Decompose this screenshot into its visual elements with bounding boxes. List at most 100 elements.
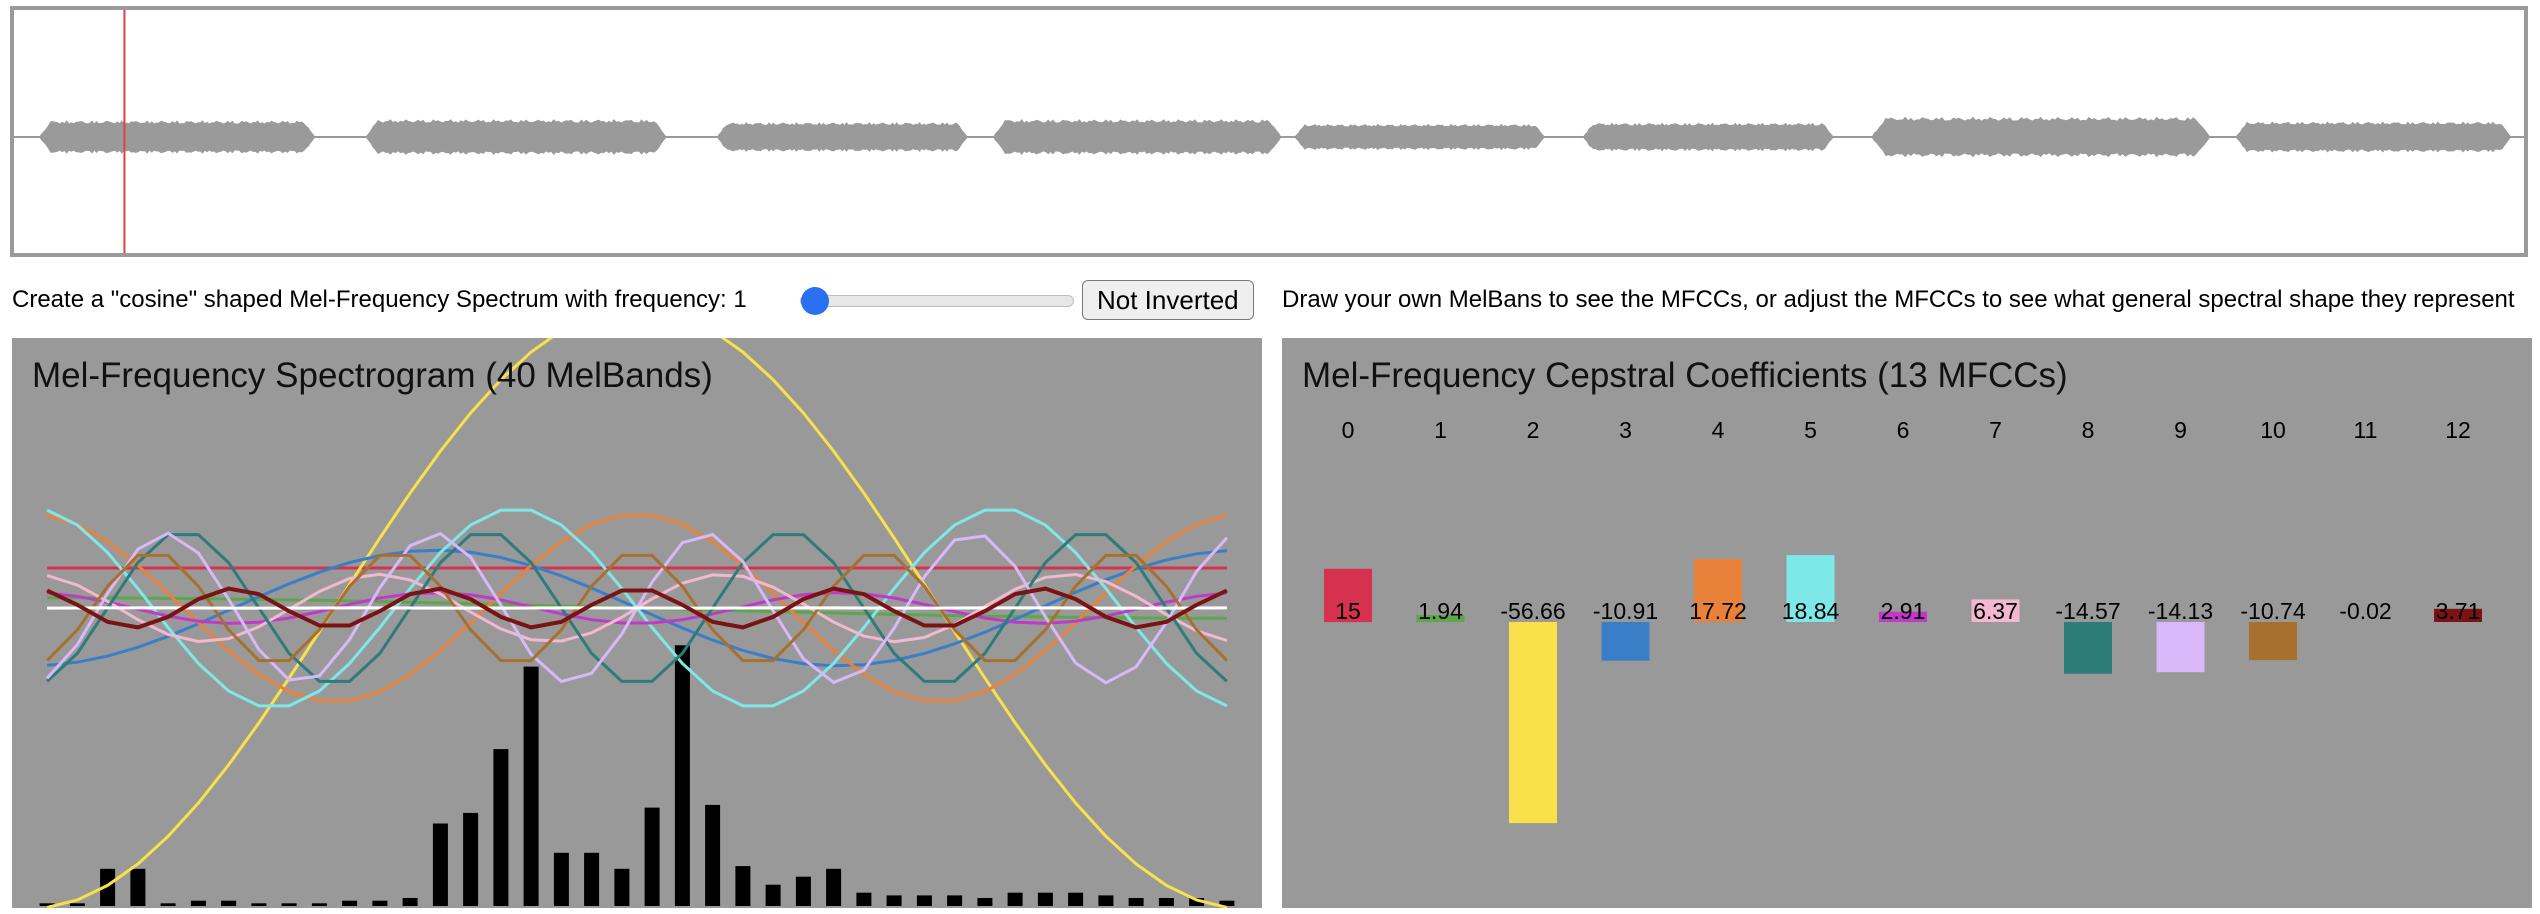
mfcc-value-label[interactable]: -56.66 <box>1500 598 1565 624</box>
waveform-segment[interactable] <box>1294 123 1546 151</box>
mel-band-bar[interactable] <box>493 749 509 906</box>
mel-band-bar[interactable] <box>735 866 751 906</box>
mfcc-index-label: 6 <box>1897 417 1910 443</box>
mfcc-index-label: 10 <box>2260 417 2286 443</box>
waveform-segment[interactable] <box>39 120 316 154</box>
waveform-segment[interactable] <box>1582 122 1834 152</box>
mel-band-bar[interactable] <box>644 807 660 906</box>
mfcc-index-label: 1 <box>1434 417 1447 443</box>
mel-band-bar[interactable] <box>674 645 690 906</box>
mel-band-bar[interactable] <box>1007 892 1023 906</box>
mel-band-bar[interactable] <box>947 895 963 906</box>
mel-band-bar[interactable] <box>372 900 388 906</box>
mfcc-panel-title: Mel-Frequency Cepstral Coefficients (13 … <box>1302 356 2068 395</box>
mfcc-index-label: 4 <box>1712 417 1725 443</box>
mfcc-index-label: 5 <box>1804 417 1817 443</box>
mel-spectrogram-panel[interactable]: Mel-Frequency Spectrogram (40 MelBands) <box>12 338 1262 908</box>
mfcc-bar[interactable] <box>2156 622 2205 673</box>
mel-band-bar[interactable] <box>553 852 569 906</box>
mfcc-panel[interactable]: 0 15 1 1.94 2 -56.66 3 -10.91 4 17.72 5 18.84 6 2.91 7… <box>1282 338 2532 908</box>
mfcc-value-label[interactable]: -14.57 <box>2055 598 2120 624</box>
mfcc-bar[interactable] <box>1324 568 1372 623</box>
mfcc-basis-curve-8 <box>46 533 1228 683</box>
mel-band-bar[interactable] <box>190 900 206 906</box>
mfcc-value-label[interactable]: -0.02 <box>2339 598 2391 624</box>
controls-row: Create a "cosine" shaped Mel-Frequency S… <box>12 280 2532 320</box>
mel-band-bar[interactable] <box>1219 900 1235 906</box>
mfcc-bar[interactable] <box>1509 622 1557 824</box>
mel-band-bar[interactable] <box>69 903 85 906</box>
mel-band-bar[interactable] <box>130 868 146 906</box>
mfcc-index-label: 8 <box>2082 417 2095 443</box>
mel-band-bar[interactable] <box>916 895 932 906</box>
mfcc-bar[interactable] <box>1601 622 1650 661</box>
mfcc-bar[interactable] <box>1786 555 1835 622</box>
mel-band-bar[interactable] <box>765 884 781 906</box>
mel-band-bar[interactable] <box>584 852 600 906</box>
mfcc-bar[interactable] <box>2249 622 2297 661</box>
mel-panel-title: Mel-Frequency Spectrogram (40 MelBands) <box>32 356 713 395</box>
mel-band-bar[interactable] <box>856 892 872 906</box>
mel-band-bar[interactable] <box>39 903 55 906</box>
cosine-frequency-label: Create a "cosine" shaped Mel-Frequency S… <box>12 286 747 313</box>
mel-band-bar[interactable] <box>463 812 479 906</box>
mfcc-bar[interactable] <box>1879 611 1927 622</box>
mfcc-bar[interactable] <box>2064 622 2112 674</box>
mel-band-bar[interactable] <box>402 898 418 906</box>
mel-band-bar[interactable] <box>342 900 358 906</box>
frequency-slider[interactable] <box>800 288 1074 314</box>
waveform-segment[interactable] <box>1871 116 2211 158</box>
mfcc-index-label: 9 <box>2174 417 2187 443</box>
mfcc-value-label[interactable]: -14.13 <box>2148 598 2213 624</box>
mfcc-index-label: 12 <box>2445 417 2471 443</box>
mfcc-bar[interactable] <box>2434 608 2482 622</box>
mfcc-value-label[interactable]: -10.91 <box>1593 598 1658 624</box>
mfcc-bar[interactable] <box>1971 599 2020 622</box>
mfcc-value-label[interactable]: 15 <box>1335 598 1361 624</box>
mfcc-index-label: 7 <box>1989 417 2002 443</box>
mel-band-bar[interactable] <box>432 823 448 907</box>
waveform-segment[interactable] <box>365 119 667 155</box>
mel-band-bar[interactable] <box>311 903 327 906</box>
mel-band-bar[interactable] <box>1068 892 1084 906</box>
mfcc-value-label[interactable]: 3.71 <box>2436 598 2481 624</box>
mfcc-value-label[interactable]: 17.72 <box>1689 598 1747 624</box>
mel-band-bar[interactable] <box>795 876 811 906</box>
waveform-segment[interactable] <box>2235 121 2512 153</box>
mel-band-bar[interactable] <box>826 868 842 906</box>
waveform-segment[interactable] <box>716 122 968 152</box>
mfcc-basis-curve-10 <box>46 553 1228 663</box>
mel-band-bar[interactable] <box>160 903 176 906</box>
waveform-svg[interactable] <box>14 10 2524 253</box>
mfcc-bar[interactable] <box>1416 615 1465 622</box>
mfcc-value-label[interactable]: 2.91 <box>1881 598 1926 624</box>
mel-band-bar[interactable] <box>1098 895 1114 906</box>
invert-toggle-button[interactable]: Not Inverted <box>1082 280 1254 320</box>
waveform-segment[interactable] <box>992 119 1282 155</box>
mel-band-bar[interactable] <box>1037 892 1053 906</box>
mfcc-index-label: 0 <box>1342 417 1355 443</box>
mel-spectrogram-canvas[interactable] <box>12 338 1262 908</box>
mel-band-bar[interactable] <box>100 868 116 906</box>
mfcc-index-label: 2 <box>1527 417 1540 443</box>
mfcc-basis-curve-12 <box>46 586 1228 630</box>
mel-band-bar[interactable] <box>221 900 237 906</box>
mfcc-value-label[interactable]: 6.37 <box>1973 598 2018 624</box>
mel-band-bar[interactable] <box>251 903 267 906</box>
mel-band-bar[interactable] <box>886 895 902 906</box>
mel-band-bar[interactable] <box>1128 898 1144 906</box>
mel-band-bar[interactable] <box>1189 898 1205 906</box>
mel-band-bar[interactable] <box>523 666 539 906</box>
mel-band-bar[interactable] <box>281 903 297 906</box>
mel-band-bar[interactable] <box>1158 898 1174 906</box>
mfcc-value-label[interactable]: 1.94 <box>1418 598 1463 624</box>
mfcc-canvas[interactable]: 0 15 1 1.94 2 -56.66 3 -10.91 4 17.72 5 18.84 6 2.91 7… <box>1282 338 2532 908</box>
waveform-panel[interactable] <box>10 6 2528 257</box>
mel-band-bar[interactable] <box>705 804 721 906</box>
mel-band-bar[interactable] <box>614 868 630 906</box>
instructions-text: Draw your own MelBans to see the MFCCs, … <box>1282 286 2515 313</box>
mel-band-bar[interactable] <box>977 898 993 906</box>
mfcc-value-label[interactable]: -10.74 <box>2240 598 2305 624</box>
mfcc-value-label[interactable]: 18.84 <box>1782 598 1840 624</box>
mfcc-bar[interactable] <box>1694 559 1742 622</box>
